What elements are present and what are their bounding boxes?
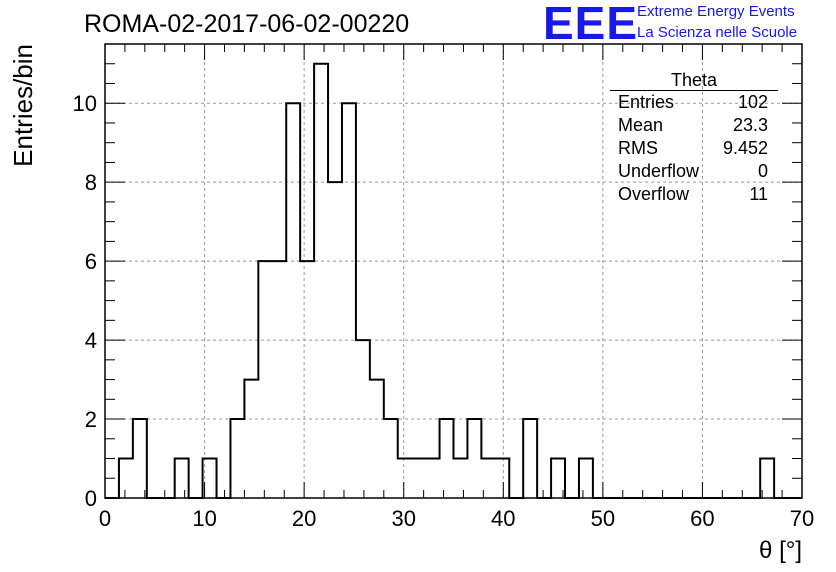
x-tick-label: 20 xyxy=(292,506,316,531)
y-tick-label: 0 xyxy=(85,486,97,511)
histogram-bin xyxy=(272,261,286,498)
histogram-bin xyxy=(230,419,244,498)
stats-label: Entries xyxy=(618,92,675,112)
histogram-bin xyxy=(523,419,537,498)
stats-value: 102 xyxy=(737,92,768,112)
stats-value: 9.452 xyxy=(722,138,768,158)
histogram-bin xyxy=(119,459,133,498)
y-axis-label: Entries/bin xyxy=(8,44,38,167)
logo-caption-line1: Extreme Energy Events xyxy=(637,3,795,20)
histogram-bin xyxy=(300,261,314,498)
histogram-bin xyxy=(495,459,509,498)
stats-row-underflow: Underflow 0 xyxy=(610,160,778,183)
histogram-bin xyxy=(244,380,258,498)
histogram-bin xyxy=(398,459,412,498)
stats-row-rms: RMS 9.452 xyxy=(610,137,778,160)
histogram-bin xyxy=(314,64,328,498)
histogram-bin xyxy=(258,261,272,498)
histogram-bin xyxy=(175,459,189,498)
x-tick-label: 60 xyxy=(690,506,714,531)
stats-row-entries: Entries 102 xyxy=(610,91,778,114)
stats-box: Theta Entries 102 Mean 23.3 RMS 9.452 Un… xyxy=(610,70,778,206)
x-tick-label: 50 xyxy=(591,506,615,531)
histogram-bin xyxy=(286,103,300,498)
x-tick-label: 70 xyxy=(790,506,814,531)
eee-logo: EEE xyxy=(543,0,639,49)
histogram-bin xyxy=(133,419,147,498)
x-tick-label: 30 xyxy=(391,506,415,531)
y-tick-label: 6 xyxy=(85,249,97,274)
stats-value: 0 xyxy=(757,161,768,181)
stats-title: Theta xyxy=(610,70,778,91)
histogram-bin xyxy=(370,380,384,498)
x-tick-label: 0 xyxy=(99,506,111,531)
stats-row-mean: Mean 23.3 xyxy=(610,114,778,137)
histogram-bin xyxy=(384,419,398,498)
y-tick-label: 10 xyxy=(73,91,97,116)
stats-value: 11 xyxy=(749,184,768,204)
histogram-bin xyxy=(454,459,468,498)
stats-label: Mean xyxy=(618,115,664,135)
histogram-bin xyxy=(467,419,481,498)
histogram-bin xyxy=(579,459,593,498)
run-title: ROMA-02-2017-06-02-00220 xyxy=(84,10,410,38)
y-tick-label: 8 xyxy=(85,170,97,195)
x-tick-label: 10 xyxy=(192,506,216,531)
logo-caption-line2: La Scienza nelle Scuole xyxy=(637,24,798,41)
plot-frame xyxy=(104,43,803,499)
x-tick-label: 40 xyxy=(491,506,515,531)
y-tick-label: 2 xyxy=(85,407,97,432)
histogram-bin xyxy=(426,459,440,498)
stats-label: Underflow xyxy=(618,161,700,181)
histogram-bin xyxy=(440,419,454,498)
stats-label: Overflow xyxy=(618,184,690,204)
stats-label: RMS xyxy=(618,138,658,158)
stats-row-overflow: Overflow 11 xyxy=(610,183,778,206)
histogram-bin xyxy=(342,103,356,498)
x-axis-label: θ [°] xyxy=(759,537,802,564)
stats-value: 23.3 xyxy=(732,115,768,135)
y-tick-label: 4 xyxy=(85,328,97,353)
